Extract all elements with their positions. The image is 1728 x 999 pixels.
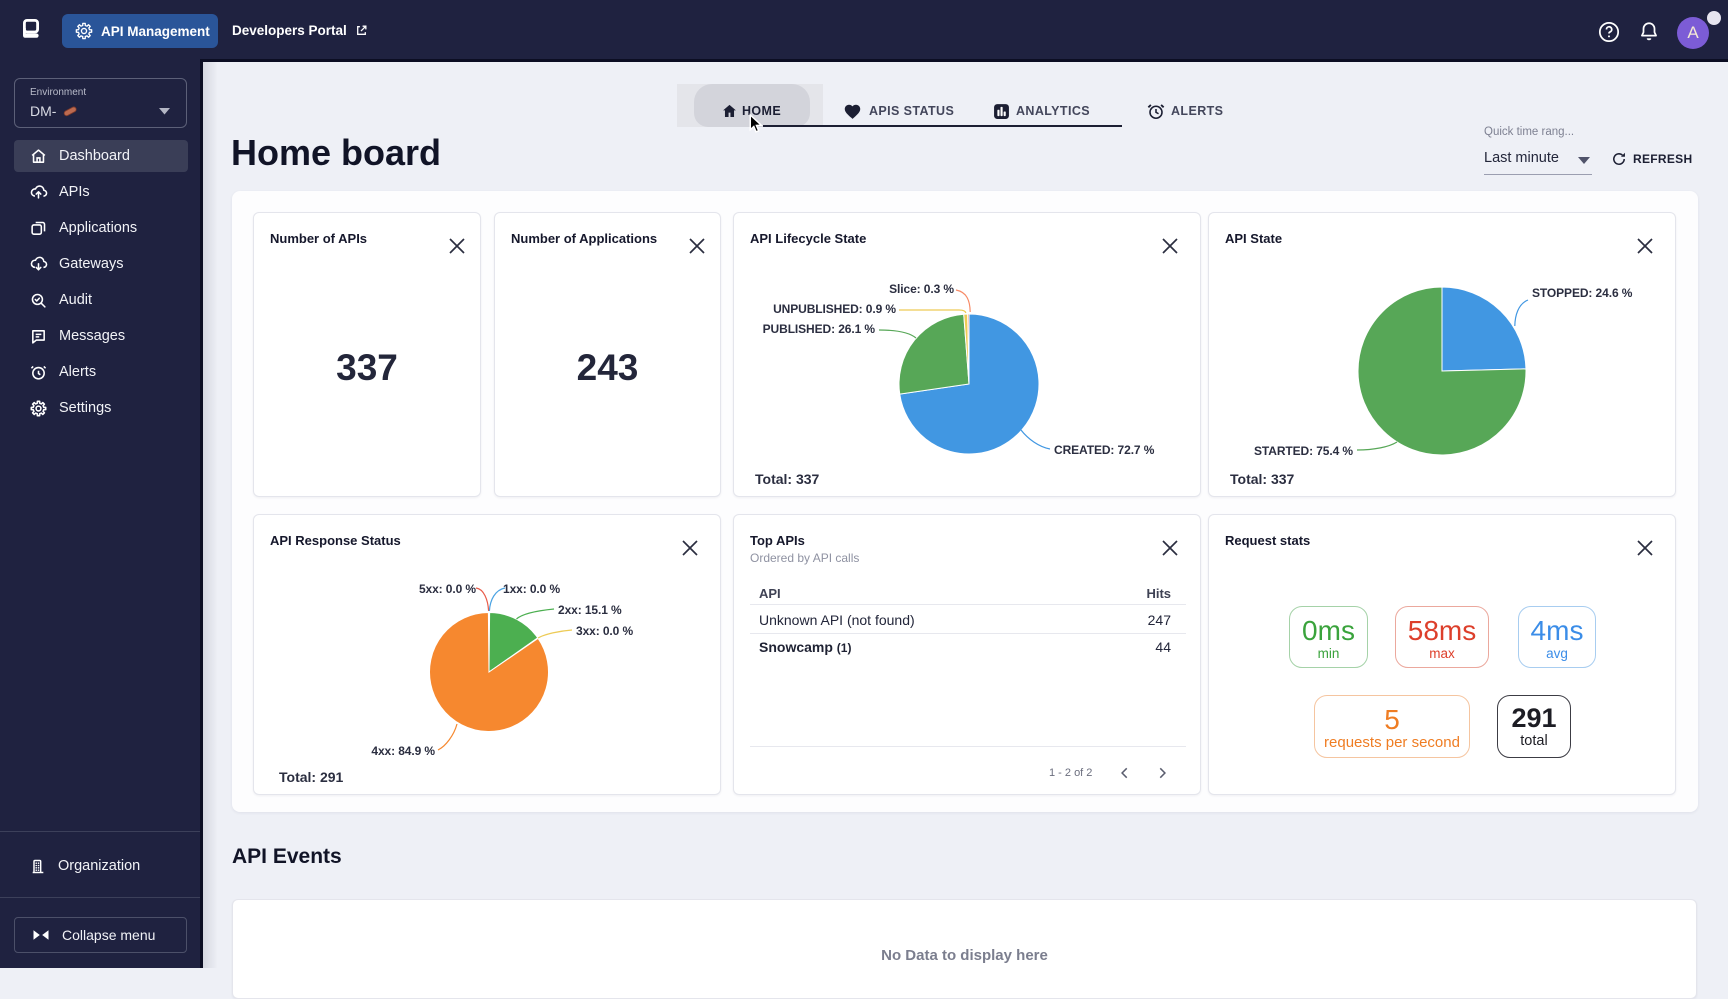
svg-text:UNPUBLISHED: 0.9 %: UNPUBLISHED: 0.9 % [773,302,896,316]
svg-text:PUBLISHED: 26.1 %: PUBLISHED: 26.1 % [763,322,876,336]
svg-text:CREATED: 72.7 %: CREATED: 72.7 % [1054,443,1155,457]
svg-text:Slice: 0.3 %: Slice: 0.3 % [889,282,954,296]
svg-text:STOPPED: 24.6 %: STOPPED: 24.6 % [1532,286,1633,300]
svg-text:4xx: 84.9 %: 4xx: 84.9 % [371,744,435,758]
svg-text:5xx: 0.0 %: 5xx: 0.0 % [419,582,476,596]
svg-text:STARTED: 75.4 %: STARTED: 75.4 % [1254,444,1353,458]
svg-text:2xx: 15.1 %: 2xx: 15.1 % [558,603,622,617]
svg-text:3xx: 0.0 %: 3xx: 0.0 % [576,624,633,638]
svg-text:1xx: 0.0 %: 1xx: 0.0 % [503,582,560,596]
